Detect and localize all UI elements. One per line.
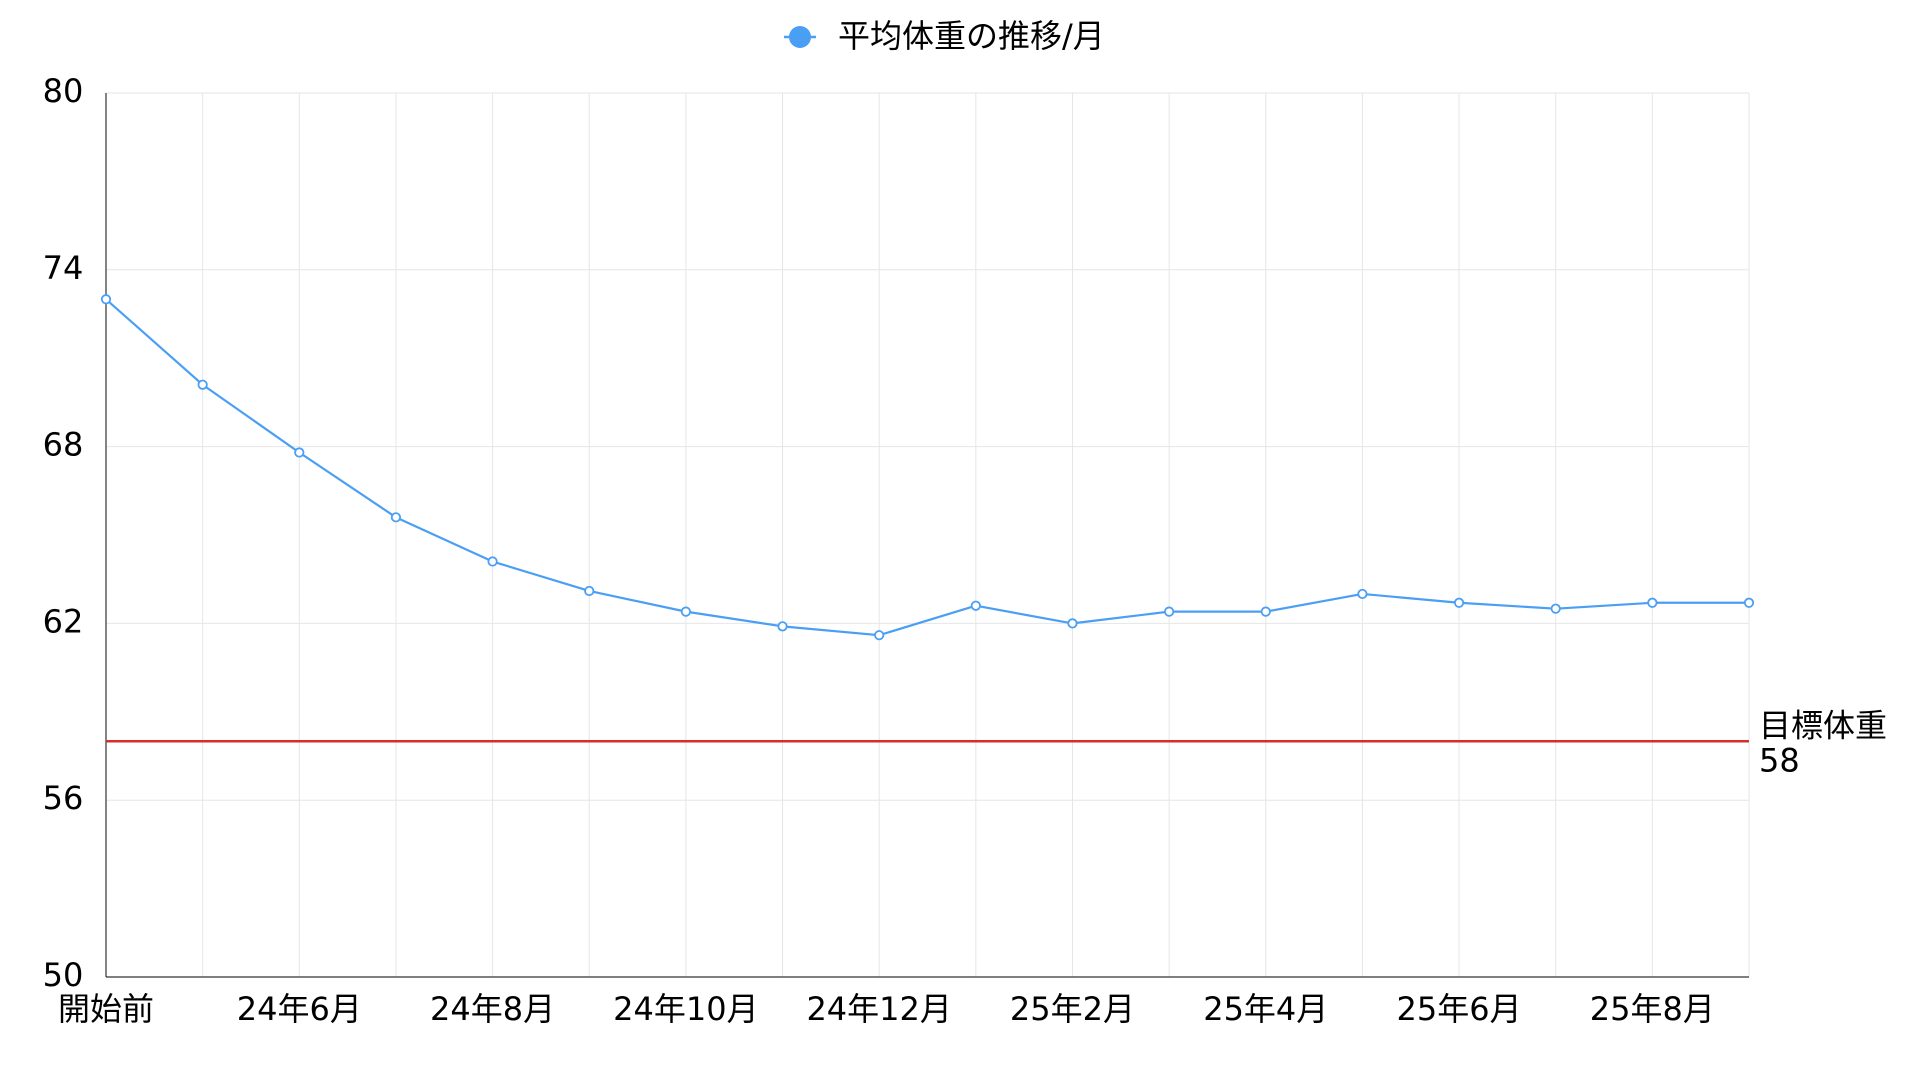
legend[interactable]: 平均体重の推移/月	[784, 17, 1105, 55]
data-point[interactable]	[1067, 618, 1078, 629]
grid-layer	[105, 92, 1750, 978]
legend-marker-icon	[789, 26, 811, 48]
x-tick-label: 25年6月	[1397, 990, 1522, 1028]
data-point[interactable]	[584, 585, 595, 597]
data-point[interactable]	[1453, 597, 1465, 608]
y-tick-label: 56	[43, 779, 84, 817]
data-point[interactable]	[1260, 606, 1271, 617]
data-point[interactable]	[1357, 588, 1368, 600]
data-point[interactable]	[1743, 597, 1755, 608]
target-weight-label: 目標体重	[1759, 706, 1887, 744]
data-point[interactable]	[1550, 603, 1561, 614]
data-point[interactable]	[294, 447, 305, 458]
axis-layer: 50 56 62 68 74 80 開始前 24年6月 24年8月 24年10月 24年12月 25年…	[43, 72, 1749, 1028]
y-tick-label: 50	[43, 956, 84, 994]
legend-label: 平均体重の推移/月	[838, 17, 1105, 55]
data-point[interactable]	[874, 630, 885, 641]
x-tick-label: 25年2月	[1010, 990, 1135, 1028]
y-tick-label: 80	[43, 72, 84, 110]
data-point[interactable]	[1647, 597, 1658, 608]
data-point[interactable]	[487, 556, 498, 567]
y-tick-label: 62	[43, 602, 84, 640]
x-tick-label: 25年8月	[1590, 990, 1715, 1028]
series-layer	[100, 294, 1755, 641]
data-point[interactable]	[100, 294, 112, 305]
target-weight-value: 58	[1759, 741, 1800, 779]
data-point[interactable]	[390, 512, 402, 523]
data-point[interactable]	[680, 606, 691, 617]
series-line	[105, 298, 1749, 637]
x-tick-label: 25年4月	[1203, 990, 1328, 1028]
x-tick-label: 24年10月	[613, 990, 758, 1028]
y-tick-label: 68	[43, 426, 84, 464]
x-tick-label: 24年6月	[237, 990, 362, 1028]
data-point[interactable]	[197, 379, 208, 390]
y-tick-label: 74	[43, 249, 84, 287]
x-tick-label: 24年12月	[806, 990, 951, 1028]
data-point[interactable]	[1164, 606, 1175, 617]
data-point[interactable]	[777, 621, 788, 632]
data-point[interactable]	[970, 600, 981, 611]
x-tick-label: 24年8月	[430, 990, 555, 1028]
x-tick-label: 開始前	[58, 990, 154, 1028]
